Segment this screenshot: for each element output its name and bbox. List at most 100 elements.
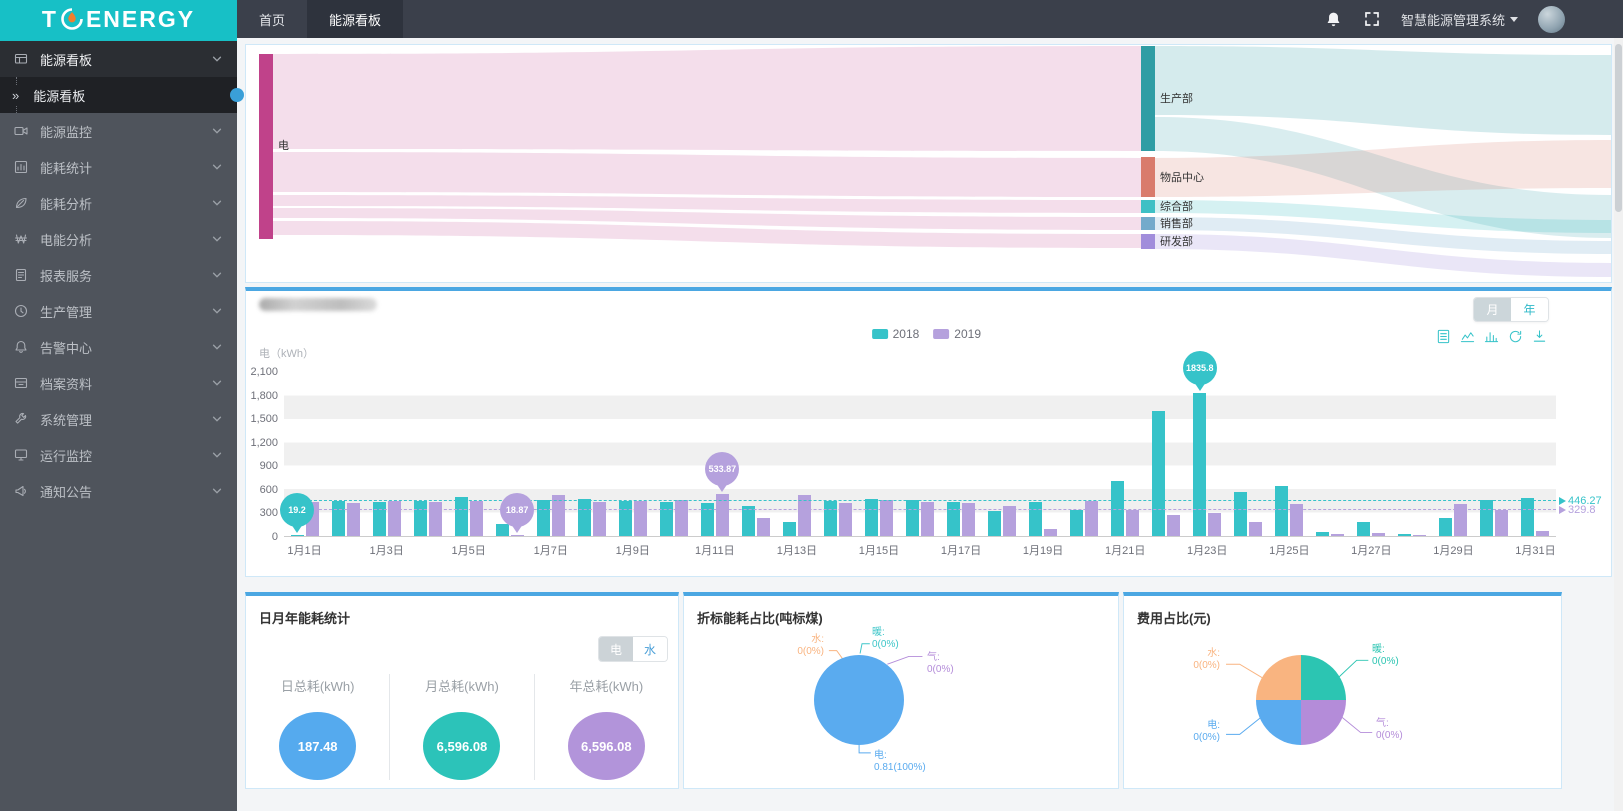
sidebar-item[interactable]: 通知公告 <box>0 473 237 509</box>
bar-2019 <box>1454 504 1468 536</box>
system-dropdown[interactable]: 智慧能源管理系统 <box>1401 10 1518 29</box>
sidebar-item[interactable]: 能源监控 <box>0 113 237 149</box>
sankey-node-electricity[interactable] <box>259 54 273 239</box>
bar-2019 <box>1495 509 1509 536</box>
user-avatar[interactable] <box>1538 5 1565 33</box>
bar-2019 <box>387 501 401 536</box>
sidebar-item[interactable]: 档案资料 <box>0 365 237 401</box>
bar-2018 <box>988 511 1002 536</box>
tab-energy-board[interactable]: 能源看板 <box>307 0 404 38</box>
sidebar-item[interactable]: 电能分析 <box>0 221 237 257</box>
sankey-label-goods-center: 物品中心 <box>1160 170 1204 184</box>
main-content: 电 生产部 物品中心 综合部 销售部 研发部 月年 2018 2019 电（kWh… <box>237 38 1623 811</box>
restore-icon[interactable] <box>1508 329 1523 344</box>
header-right: 智慧能源管理系统 <box>1325 0 1623 38</box>
line-chart-icon[interactable] <box>1460 329 1475 344</box>
sankey-node-rnd[interactable] <box>1141 234 1155 249</box>
fullscreen-icon[interactable] <box>1363 10 1381 28</box>
bar-2018 <box>1398 533 1412 536</box>
metric-column: 年总耗(kWh) 6,596.08 <box>533 674 678 780</box>
chevron-down-icon <box>1510 16 1518 22</box>
bar-chart-icon[interactable] <box>1484 329 1499 344</box>
page-scrollbar[interactable] <box>1614 38 1623 811</box>
x-tick-label: 1月31日 <box>1515 545 1556 557</box>
pie2-title: 费用占比(元) <box>1137 611 1211 626</box>
sidebar-item[interactable]: 能耗分析 <box>0 185 237 221</box>
bar-2019 <box>510 534 524 536</box>
electric-toggle-button[interactable]: 电 <box>599 637 633 661</box>
bar-2019 <box>879 499 893 536</box>
y-axis-labels: 0 300 600 900 1,200 1,500 1,800 2,100 <box>244 366 278 543</box>
sidebar-item[interactable]: 运行监控 <box>0 437 237 473</box>
average-line-446.27 <box>284 500 1556 502</box>
bar-2018 <box>618 500 632 536</box>
bar-2018 <box>1152 411 1166 536</box>
pie2-label-gas: 气: 0(0%) <box>1376 718 1403 741</box>
sankey-node-goods-center[interactable] <box>1141 157 1155 197</box>
energy-bar-chart-card: 月年 2018 2019 电（kWh） 0 300 600 900 1,200 1,500 1… <box>245 287 1612 577</box>
bar-2019 <box>674 500 688 536</box>
wrench-icon <box>14 412 28 426</box>
bar-2019 <box>551 495 565 536</box>
pie1-label-electricity: 电: 0.81(100%) <box>874 750 926 773</box>
chart-icon <box>14 160 28 174</box>
bar-group <box>1228 372 1269 536</box>
x-tick-label: 1月1日 <box>287 545 322 557</box>
sidebar-item[interactable]: 系统管理 <box>0 401 237 437</box>
chart-legend: 2018 2019 <box>871 327 981 341</box>
sidebar-item[interactable]: 告警中心 <box>0 329 237 365</box>
year-button[interactable]: 年 <box>1511 298 1548 321</box>
metric-value-circle: 6,596.08 <box>423 712 501 780</box>
sankey-node-sales[interactable] <box>1141 217 1155 230</box>
sidebar-subitem[interactable]: » 能源看板 <box>0 77 244 113</box>
data-view-icon[interactable] <box>1436 329 1451 344</box>
water-toggle-button[interactable]: 水 <box>633 637 667 661</box>
chart-toolbox <box>1436 329 1547 344</box>
sankey-label-rnd: 研发部 <box>1160 234 1193 248</box>
notification-bell-icon[interactable] <box>1325 10 1343 28</box>
legend-item-2019[interactable]: 2019 <box>933 327 981 341</box>
bar-2019 <box>1126 509 1140 536</box>
bar-group <box>1269 372 1310 536</box>
bar-2019 <box>838 502 852 536</box>
top-header: T ENERGY 首页 能源看板 智慧能源管理系统 <box>0 0 1623 38</box>
bar-2019 <box>715 494 729 536</box>
scrollbar-thumb[interactable] <box>1615 44 1622 212</box>
bar-2018 <box>659 502 673 536</box>
sidebar-item[interactable]: 能源看板 <box>0 41 237 77</box>
tab-home[interactable]: 首页 <box>259 12 286 28</box>
y-tick-label: 0 <box>271 531 278 543</box>
legend-item-2018[interactable]: 2018 <box>871 327 919 341</box>
download-icon[interactable] <box>1532 329 1547 344</box>
sidebar: 能源看板» 能源看板 能源监控 能耗统计 能耗分析 电能分析 报表服务 生产管理 告警中心 档案资… <box>0 38 244 811</box>
x-tick-label: 1月3日 <box>369 545 404 557</box>
metric-column: 日总耗(kWh) 187.48 <box>246 674 389 780</box>
bar-2019 <box>428 502 442 536</box>
stats-card-title: 日月年能耗统计 <box>259 611 351 626</box>
sidebar-item[interactable]: 能耗统计 <box>0 149 237 185</box>
header-tabs: 首页 能源看板 <box>237 0 404 38</box>
y-tick-label: 2,100 <box>250 366 278 378</box>
sankey-label-sales: 销售部 <box>1160 216 1193 230</box>
sidebar-item[interactable]: 生产管理 <box>0 293 237 329</box>
bar-group <box>1515 372 1556 536</box>
bar-group <box>1064 372 1105 536</box>
bar-2019 <box>1044 528 1058 536</box>
cost-pie[interactable] <box>1256 655 1346 745</box>
x-tick-label: 1月27日 <box>1351 545 1392 557</box>
month-button[interactable]: 月 <box>1474 298 1511 321</box>
sidebar-item[interactable]: 报表服务 <box>0 257 237 293</box>
standard-coal-pie[interactable] <box>814 655 904 745</box>
period-toggle: 月年 <box>1473 297 1549 322</box>
bar-group <box>1310 372 1351 536</box>
bar-group <box>1023 372 1064 536</box>
standard-coal-pie-card: 折标能耗占比(吨标煤) 水: 0(0%) 暖: 0(0%) 气: 0(0%) <box>683 592 1119 789</box>
bar-group <box>1351 372 1392 536</box>
bar-2018 <box>290 534 304 536</box>
sankey-node-production[interactable] <box>1141 46 1155 151</box>
bar-2019 <box>962 503 976 536</box>
sankey-label-general: 综合部 <box>1160 199 1193 213</box>
chevron-down-icon <box>211 485 223 497</box>
bar-2019 <box>1208 513 1222 536</box>
sankey-node-general[interactable] <box>1141 200 1155 213</box>
